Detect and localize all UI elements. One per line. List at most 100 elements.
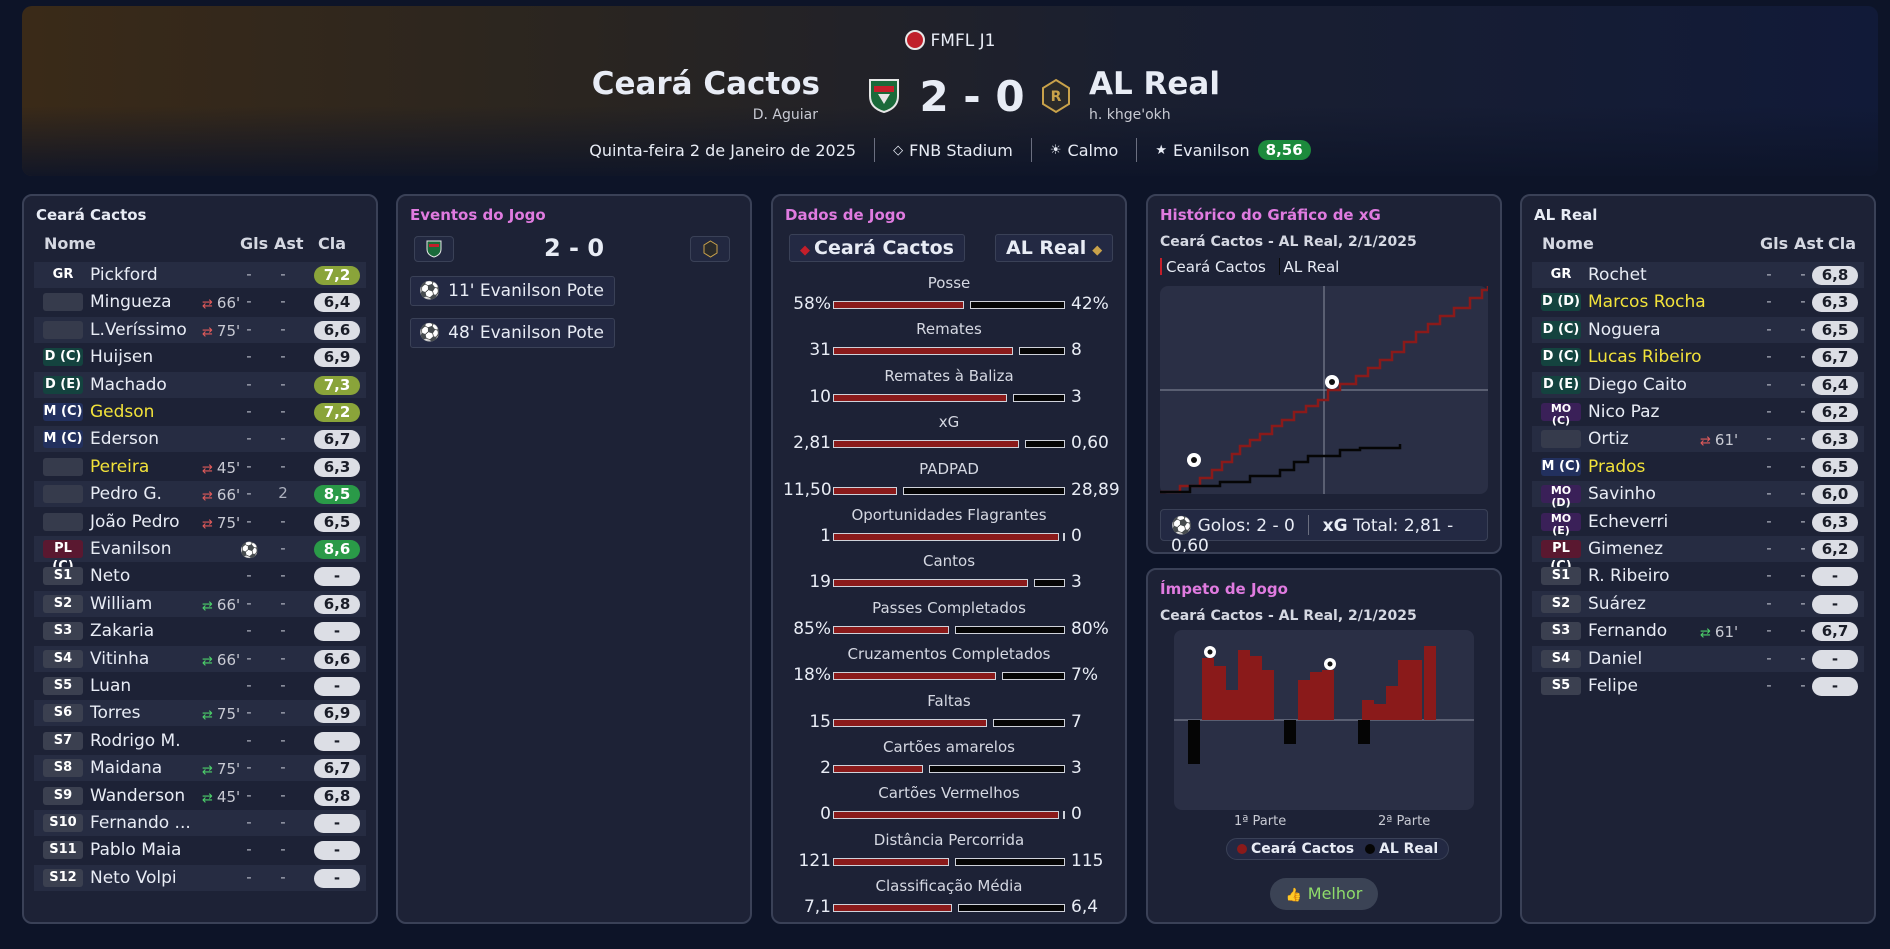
player-row[interactable]: M (C) Gedson - - 7,2 (34, 399, 366, 425)
player-name[interactable]: Wanderson (90, 785, 186, 806)
event-goal[interactable]: ⚽ 11' Evanilson Pote (410, 276, 615, 306)
stadium-name[interactable]: FNB Stadium (909, 140, 1013, 160)
player-row[interactable]: PL (C)Gimenez--6,2 (1532, 536, 1864, 574)
player-name[interactable]: Neto (90, 566, 131, 587)
player-row[interactable]: D (C) Noguera - -6,5 (1532, 316, 1864, 343)
away-team-name[interactable]: AL Real (1089, 66, 1220, 102)
player-row[interactable]: D (E) Diego Caito - -6,4 (1532, 371, 1864, 398)
player-name[interactable]: Neto Volpi (90, 867, 177, 888)
player-row[interactable]: MO (D) Savinho - -6,0 (1532, 481, 1864, 509)
stats-away-tag[interactable]: AL Real ◆ (995, 234, 1114, 262)
player-row[interactable]: D (C) Lucas Ribeiro - -6,7 (1532, 344, 1864, 370)
league-label[interactable]: FMFL J1 (22, 30, 1878, 51)
player-name[interactable]: R. Ribeiro (1588, 566, 1670, 587)
player-row[interactable]: GR Rochet - -6,8 (1532, 262, 1864, 288)
player-row[interactable]: S6 Torres ⇄ 75' - -6,9 (34, 700, 366, 727)
player-row[interactable]: S2 Suárez - - - (1532, 590, 1864, 617)
player-row[interactable]: S11 Pablo Maia - - - (34, 837, 366, 863)
col-gls[interactable]: Gls (240, 234, 269, 253)
player-name[interactable]: Ortiz (1588, 429, 1629, 450)
player-name[interactable]: Nico Paz (1588, 402, 1660, 422)
col-gls[interactable]: Gls (1760, 234, 1789, 253)
player-name[interactable]: William (90, 593, 153, 614)
player-row[interactable]: S3 Zakaria - - - (34, 618, 366, 644)
home-coach[interactable]: D. Aguiar (752, 107, 818, 123)
player-name[interactable]: Gedson (90, 402, 155, 422)
player-row[interactable]: GR Pickford - - 7,2 (34, 262, 366, 288)
player-row[interactable]: S9 Wanderson ⇄ 45' - -6,8 (34, 783, 366, 809)
player-row[interactable]: PL (C) Evanilson ⚽ - 8,6 (34, 536, 366, 574)
potm-name[interactable]: Evanilson (1172, 140, 1250, 160)
player-name[interactable]: Savinho (1588, 484, 1656, 505)
player-name[interactable]: Fernando (1588, 621, 1668, 642)
col-ast[interactable]: Ast (1794, 234, 1824, 253)
player-name[interactable]: Lucas Ribeiro (1588, 347, 1702, 368)
event-goal[interactable]: ⚽ 48' Evanilson Pote (410, 318, 615, 348)
player-name[interactable]: Marcos Rocha (1588, 292, 1706, 313)
player-name[interactable]: Zakaria (90, 621, 155, 642)
player-row[interactable]: S12 Neto Volpi - - - (34, 864, 366, 891)
col-ast[interactable]: Ast (274, 234, 304, 253)
player-name[interactable]: Pereira (90, 456, 150, 477)
player-name[interactable]: Suárez (1588, 593, 1646, 614)
player-name[interactable]: Prados (1588, 456, 1646, 477)
col-cla[interactable]: Cla (1828, 234, 1857, 253)
player-row[interactable]: S5 Felipe - - - (1532, 673, 1864, 699)
away-crest-small[interactable] (690, 236, 730, 262)
legend-away[interactable]: AL Real (1378, 841, 1439, 857)
away-coach[interactable]: h. khge'okh (1089, 107, 1171, 123)
home-team-name[interactable]: Ceará Cactos (591, 66, 820, 102)
player-row[interactable]: S4 Daniel - - - (1532, 645, 1864, 672)
player-row[interactable]: M (C) Ederson - - 6,7 (34, 426, 366, 453)
player-row[interactable]: MO (C) Nico Paz - -6,2 (1532, 399, 1864, 427)
legend-home[interactable]: Ceará Cactos (1166, 258, 1266, 276)
player-row[interactable]: S2 William ⇄ 66' - -6,8 (34, 590, 366, 617)
away-crest-icon[interactable]: R (1041, 78, 1071, 114)
player-name[interactable]: Ederson (90, 429, 160, 450)
player-name[interactable]: Felipe (1588, 676, 1639, 696)
player-name[interactable]: João Pedro (90, 511, 180, 532)
player-name[interactable]: Noguera (1588, 319, 1661, 340)
player-name[interactable]: Pickford (90, 265, 158, 285)
player-name[interactable]: Huijsen (90, 347, 154, 368)
player-row[interactable]: L.Veríssimo ⇄ 75' - -6,6 (34, 316, 366, 343)
home-crest-small[interactable] (414, 236, 454, 262)
player-row[interactable]: S1 Neto - - - (34, 563, 366, 589)
stats-home-tag[interactable]: ◆ Ceará Cactos (789, 234, 965, 262)
player-name[interactable]: Fernando ... (90, 813, 191, 833)
player-name[interactable]: Evanilson (90, 539, 172, 559)
player-name[interactable]: Daniel (1588, 648, 1643, 669)
player-name[interactable]: Vitinha (90, 648, 150, 669)
player-row[interactable]: Ortiz ⇄ 61' - -6,3 (1532, 426, 1864, 453)
col-name[interactable]: Nome (44, 234, 96, 253)
player-row[interactable]: Pereira ⇄ 45' - -6,3 (34, 454, 366, 480)
player-name[interactable]: Mingueza (90, 292, 172, 313)
player-row[interactable]: Pedro G. ⇄ 66' - 2 8,5 (34, 481, 366, 508)
player-name[interactable]: Luan (90, 676, 132, 696)
player-row[interactable]: M (C) Prados - -6,5 (1532, 454, 1864, 480)
player-name[interactable]: Maidana (90, 758, 163, 779)
player-name[interactable]: Torres (90, 703, 141, 724)
player-row[interactable]: S3 Fernando ⇄ 61' - -6,7 (1532, 618, 1864, 644)
player-row[interactable]: S4 Vitinha ⇄ 66' - -6,6 (34, 645, 366, 672)
player-name[interactable]: Gimenez (1588, 539, 1664, 559)
player-row[interactable]: S10 Fernando ... - - - (34, 810, 366, 836)
player-row[interactable]: MO (E) Echeverri - -6,3 (1532, 509, 1864, 536)
player-row[interactable]: D (D) Marcos Rocha - -6,3 (1532, 289, 1864, 315)
player-name[interactable]: L.Veríssimo (90, 319, 187, 340)
player-name[interactable]: Pedro G. (90, 484, 162, 505)
home-crest-icon[interactable] (868, 78, 900, 114)
col-name[interactable]: Nome (1542, 234, 1594, 253)
player-row[interactable]: S5 Luan - - - (34, 673, 366, 699)
player-row[interactable]: D (C) Huijsen - - 6,9 (34, 344, 366, 370)
best-button[interactable]: 👍 Melhor (1270, 878, 1378, 910)
player-row[interactable]: S8 Maidana ⇄ 75' - -6,7 (34, 755, 366, 782)
col-cla[interactable]: Cla (318, 234, 347, 253)
legend-home[interactable]: Ceará Cactos (1251, 841, 1355, 857)
player-name[interactable]: Diego Caito (1588, 374, 1687, 395)
player-row[interactable]: D (E) Machado - - 7,3 (34, 371, 366, 398)
player-row[interactable]: Mingueza ⇄ 66' - -6,4 (34, 289, 366, 315)
legend-away[interactable]: AL Real (1283, 258, 1340, 276)
player-name[interactable]: Echeverri (1588, 511, 1669, 532)
player-row[interactable]: S1 R. Ribeiro - - - (1532, 563, 1864, 589)
